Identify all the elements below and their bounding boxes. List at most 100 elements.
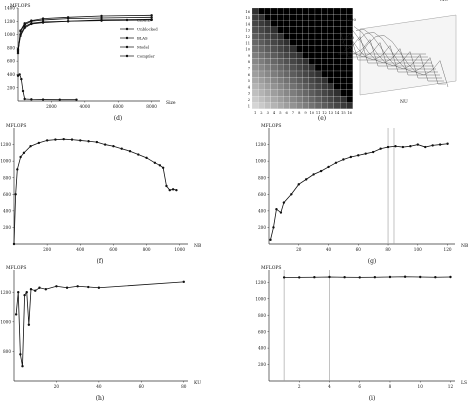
- heatmap-cell: [314, 39, 322, 46]
- heatmap-cell: [308, 14, 316, 21]
- heatmap-cell: [270, 83, 278, 90]
- data-point: [327, 165, 330, 169]
- heatmap-cell: [302, 7, 309, 15]
- x-tick-label: 80: [181, 384, 187, 389]
- heatmap-cell: [277, 102, 284, 109]
- heatmap-cell: [346, 96, 353, 103]
- data-point: [168, 188, 171, 192]
- data-point: [16, 50, 20, 54]
- heatmap-cell: [308, 7, 316, 15]
- legend-label: C/Str.D: [137, 18, 151, 23]
- data-point: [409, 145, 412, 148]
- heatmap-cell: [258, 39, 265, 46]
- y-tick-label: 12: [245, 35, 250, 39]
- x-tick-label: 400: [76, 247, 84, 252]
- heatmap-cell: [277, 39, 284, 46]
- data-point: [161, 166, 165, 169]
- heatmap-cell: [264, 70, 271, 78]
- data-point: [379, 147, 382, 150]
- y-tick-label: 400: [7, 72, 15, 77]
- legend-label: Compiler: [137, 54, 155, 59]
- data-point: [54, 138, 57, 141]
- x-tick-label: 1000: [174, 247, 185, 252]
- heatmap-cell: [283, 26, 290, 34]
- x-axis-label: NB: [194, 243, 202, 249]
- heatmap-cell: [277, 7, 284, 15]
- data-point: [403, 275, 407, 278]
- x-tick-label: 800: [143, 247, 151, 252]
- y-tick-label: 800: [3, 175, 11, 180]
- z-axis-label: 1000: [344, 35, 355, 40]
- heatmap-cell: [277, 45, 284, 53]
- heatmap-cell: [302, 64, 309, 72]
- y-tick-label: 14: [245, 22, 250, 26]
- x-tick-label: 10: [310, 111, 315, 115]
- heatmap-cell: [264, 102, 271, 109]
- heatmap-cell: [302, 83, 309, 90]
- heatmap-cell: [327, 77, 334, 84]
- surface-mesh-line: [341, 33, 430, 61]
- y-tick-label: 2: [248, 98, 250, 102]
- heatmap-cell: [346, 102, 353, 109]
- legend-label: Unblocked: [137, 27, 158, 32]
- y-tick-label: 11: [245, 41, 250, 45]
- heatmap-cell: [340, 58, 347, 65]
- heatmap-cell: [283, 96, 290, 103]
- heatmap-cell: [277, 20, 284, 27]
- heatmap-cell: [289, 96, 297, 103]
- data-point: [431, 144, 434, 147]
- y-tick-label: 1000: [0, 159, 11, 164]
- nu-axis-label: NU: [400, 99, 408, 105]
- heatmap-cell: [251, 83, 259, 90]
- heatmap-cell: [296, 45, 303, 53]
- x-tick-label: 120: [444, 247, 452, 252]
- heatmap-cell: [264, 20, 271, 27]
- heatmap-cell: [321, 64, 328, 72]
- x-tick-label: 4: [273, 111, 276, 115]
- data-point: [97, 286, 101, 289]
- data-point: [297, 183, 300, 186]
- heatmap-cell: [283, 83, 290, 90]
- data-point: [182, 280, 185, 284]
- data-point: [23, 97, 26, 101]
- heatmap-cell: [308, 102, 316, 109]
- data-point: [58, 98, 61, 101]
- data-point: [279, 211, 283, 214]
- y-tick-label: 1200: [0, 142, 11, 147]
- x-tick-label: 6: [286, 111, 289, 115]
- heatmap-cell: [340, 70, 347, 78]
- data-point: [357, 154, 360, 157]
- x-tick-label: 4000: [79, 104, 90, 109]
- y-tick-label: 15: [245, 16, 250, 20]
- series-line: [15, 281, 184, 367]
- heatmap-cell: [289, 20, 297, 27]
- heatmap-cell: [308, 33, 316, 40]
- x-tick-label: 200: [43, 247, 51, 252]
- heatmap-cell: [289, 45, 297, 53]
- heatmap-cell: [258, 83, 265, 90]
- heatmap-cell: [277, 96, 284, 103]
- heatmap-cell: [327, 58, 334, 65]
- data-point: [349, 155, 353, 159]
- data-point: [66, 20, 70, 23]
- data-point: [112, 145, 115, 148]
- heatmap-cell: [283, 14, 290, 21]
- heatmap-cell: [308, 58, 316, 65]
- legend-label: Model: [137, 45, 150, 50]
- legend-marker: [125, 18, 129, 22]
- heatmap-cell: [251, 39, 259, 46]
- series-line: [17, 14, 152, 52]
- data-point: [424, 145, 427, 149]
- heatmap-cell: [321, 89, 328, 97]
- data-point: [19, 353, 22, 356]
- heatmap-cell: [270, 14, 278, 21]
- data-point: [328, 275, 331, 279]
- data-point: [100, 18, 103, 22]
- heatmap-cell: [296, 58, 303, 65]
- heatmap-cell: [264, 96, 271, 103]
- heatmap-cell: [308, 83, 316, 90]
- y-tick-label: 1000: [4, 32, 15, 37]
- heatmap-cell: [251, 58, 259, 65]
- series-line: [17, 18, 152, 51]
